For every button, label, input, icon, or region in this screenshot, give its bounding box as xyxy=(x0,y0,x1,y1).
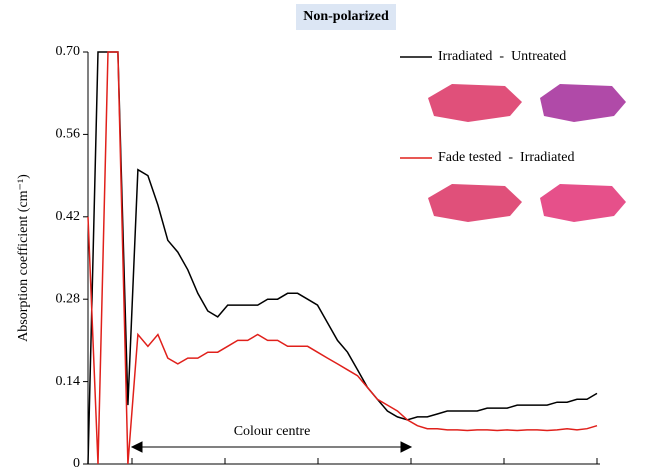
series-line xyxy=(88,52,597,464)
annotation-arrow xyxy=(132,442,411,452)
chart: Non-polarized Absorption coefficient (cm… xyxy=(0,0,645,472)
chart-title: Non-polarized xyxy=(303,9,389,24)
y-tick-label: 0.70 xyxy=(56,44,81,59)
y-tick-label: 0.14 xyxy=(56,374,81,389)
series-line xyxy=(88,52,597,464)
axes xyxy=(88,52,600,464)
annotation: Colour centre xyxy=(234,424,311,439)
legend-label: Fade tested - Irradiated xyxy=(438,150,574,165)
y-tick-label: 0.28 xyxy=(56,291,81,306)
y-axis-label: Absorption coefficient (cm⁻¹) xyxy=(16,174,31,342)
y-tick-label: 0 xyxy=(73,456,80,471)
y-tick-label: 0.56 xyxy=(56,127,81,142)
legend-label: Irradiated - Untreated xyxy=(438,49,566,64)
y-tick-label: 0.42 xyxy=(56,209,81,224)
